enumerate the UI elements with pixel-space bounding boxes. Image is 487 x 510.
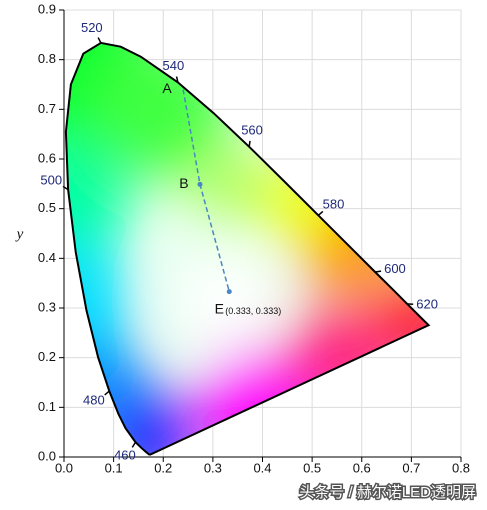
x-tick-label: 0.3: [204, 460, 222, 475]
x-tick-label: 0.5: [303, 460, 321, 475]
x-tick-label: 0.2: [154, 460, 172, 475]
wavelength-label: 620: [416, 296, 438, 311]
color-blob: [190, 145, 270, 225]
x-tick-label: 0.1: [105, 460, 123, 475]
y-tick-label: 0.7: [38, 101, 56, 116]
x-tick-label: 0.7: [402, 460, 420, 475]
wavelength-tick: [62, 185, 69, 191]
color-blob: [100, 390, 200, 455]
y-tick-label: 0.2: [38, 349, 56, 364]
y-tick-label: 0.1: [38, 399, 56, 414]
point: [226, 289, 232, 295]
y-tick-label: 0.8: [38, 51, 56, 66]
wavelength-tick: [97, 37, 102, 44]
point-value-label: (0.333, 0.333): [225, 306, 281, 316]
x-tick-label: 0.0: [55, 460, 73, 475]
wavelength-label: 520: [81, 20, 103, 35]
wavelength-label: 480: [83, 393, 105, 408]
y-axis-label: y: [15, 226, 24, 242]
y-tick-label: 0.3: [38, 299, 56, 314]
wavelength-label: 540: [162, 58, 184, 73]
color-blob: [175, 250, 275, 350]
y-tick-label: 0.5: [38, 200, 56, 215]
wavelength-label: 600: [384, 261, 406, 276]
y-tick-label: 0.0: [38, 448, 56, 463]
wavelength-tick: [175, 76, 179, 83]
wavelength-label: 500: [40, 172, 62, 187]
spectral-locus: [64, 41, 431, 456]
x-tick-label: 0.4: [253, 460, 271, 475]
wavelength-tick: [375, 270, 382, 273]
x-tick-label: 0.6: [353, 460, 371, 475]
point-label: B: [179, 175, 188, 191]
point-label: E: [215, 300, 224, 316]
x-tick-label: 0.8: [452, 460, 470, 475]
wavelength-tick: [131, 441, 137, 448]
wavelength-label: 460: [114, 447, 136, 462]
y-tick-label: 0.6: [38, 150, 56, 165]
wavelength-tick: [248, 140, 251, 147]
point: [197, 181, 203, 187]
wavelength-label: 580: [323, 196, 345, 211]
color-blob: [375, 275, 429, 365]
wavelength-tick: [317, 210, 324, 216]
wavelength-label: 560: [241, 122, 263, 137]
y-tick-label: 0.4: [38, 250, 56, 265]
point-label: A: [162, 80, 172, 96]
watermark: 头条号 / 赫尔诺LED透明屏: [299, 484, 476, 501]
y-tick-label: 0.9: [38, 1, 56, 16]
wavelength-tick: [104, 390, 110, 396]
